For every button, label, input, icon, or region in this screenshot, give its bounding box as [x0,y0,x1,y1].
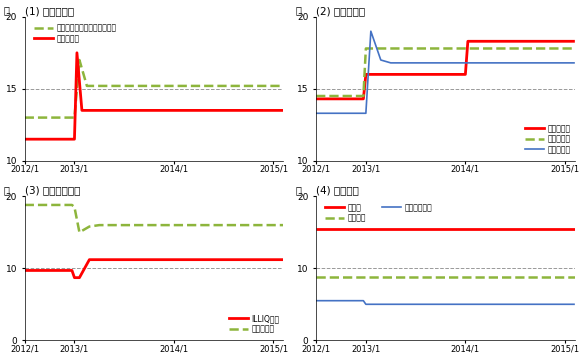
Legend: ILLIQ指数, 流動性指数: ILLIQ指数, 流動性指数 [228,314,279,334]
Text: 分: 分 [295,185,301,195]
Text: (3) 市場の弾力性: (3) 市場の弾力性 [25,186,80,196]
Text: (2) 市場の厉み: (2) 市場の厉み [316,6,365,16]
Text: 分: 分 [4,185,10,195]
Text: 分: 分 [295,5,301,15]
Text: (4) 取引数量: (4) 取引数量 [316,186,359,196]
Text: 分: 分 [4,5,10,15]
Legend: 売気配枚数, 買気配枚数, 低注文秒数: 売気配枚数, 買気配枚数, 低注文秒数 [525,124,571,154]
Legend: 取引高, 取引回数, 取引当り枚数: 取引高, 取引回数, 取引当り枚数 [325,203,433,223]
Text: (1) 値幅の狭さ: (1) 値幅の狭さ [25,6,74,16]
Legend: ビッド・アスク・スプレッド, 実効コスト: ビッド・アスク・スプレッド, 実効コスト [33,23,117,43]
